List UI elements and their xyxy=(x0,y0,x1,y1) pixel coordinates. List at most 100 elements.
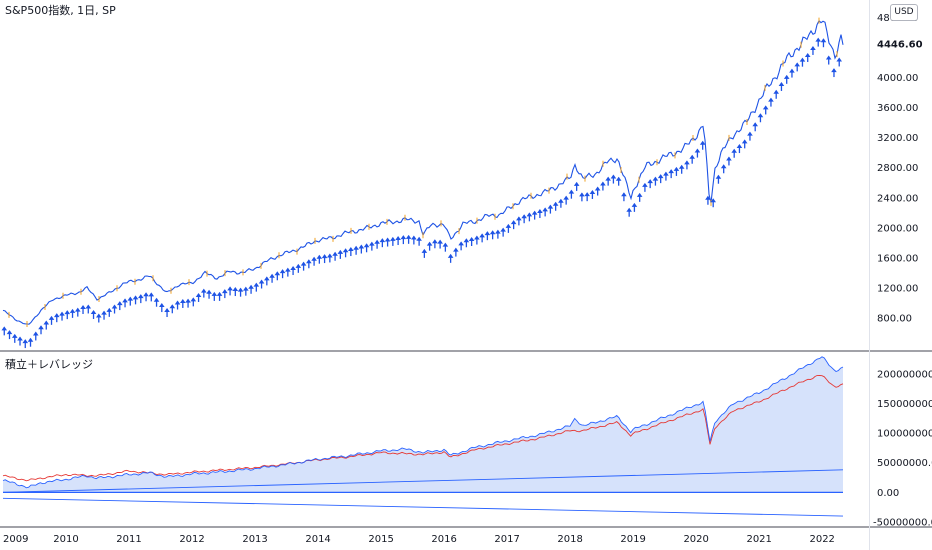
buy-marker[interactable] xyxy=(127,296,134,306)
buy-marker[interactable] xyxy=(474,235,480,245)
buy-marker[interactable] xyxy=(300,261,307,271)
buy-marker[interactable] xyxy=(831,68,837,78)
buy-marker[interactable] xyxy=(295,263,302,273)
buy-marker[interactable] xyxy=(673,166,680,176)
buy-marker[interactable] xyxy=(405,234,412,244)
buy-marker[interactable] xyxy=(500,227,506,237)
buy-marker[interactable] xyxy=(269,273,275,283)
buy-marker[interactable] xyxy=(38,325,44,335)
buy-marker[interactable] xyxy=(6,330,13,340)
buy-marker[interactable] xyxy=(74,307,81,317)
buy-marker[interactable] xyxy=(752,122,758,132)
currency-badge[interactable]: USD xyxy=(890,4,918,21)
buy-marker[interactable] xyxy=(237,287,244,297)
buy-marker[interactable] xyxy=(589,189,596,199)
buy-marker[interactable] xyxy=(547,204,554,214)
buy-marker[interactable] xyxy=(815,37,822,47)
buy-marker[interactable] xyxy=(164,308,170,318)
buy-marker[interactable] xyxy=(489,230,496,240)
buy-marker[interactable] xyxy=(505,223,512,233)
buy-marker[interactable] xyxy=(526,212,533,222)
buy-marker[interactable] xyxy=(825,55,832,65)
buy-marker[interactable] xyxy=(279,269,286,279)
buy-marker[interactable] xyxy=(348,247,354,257)
buy-marker[interactable] xyxy=(663,171,669,181)
buy-marker[interactable] xyxy=(411,235,417,245)
buy-marker[interactable] xyxy=(804,52,811,62)
buy-marker[interactable] xyxy=(195,292,202,302)
buy-marker[interactable] xyxy=(53,313,60,323)
buy-marker[interactable] xyxy=(642,182,648,192)
buy-marker[interactable] xyxy=(369,241,375,251)
indicator-title[interactable]: 積立＋レバレッジ xyxy=(5,357,93,371)
buy-marker[interactable] xyxy=(211,291,218,301)
buy-marker[interactable] xyxy=(353,245,359,255)
buy-marker[interactable] xyxy=(290,266,296,276)
buy-marker[interactable] xyxy=(306,259,312,269)
buy-marker[interactable] xyxy=(747,131,753,141)
buy-marker[interactable] xyxy=(363,243,370,253)
buy-marker[interactable] xyxy=(95,313,102,323)
buy-marker[interactable] xyxy=(59,311,65,321)
buy-marker[interactable] xyxy=(390,236,396,246)
buy-marker[interactable] xyxy=(458,241,464,251)
buy-marker[interactable] xyxy=(521,214,527,224)
buy-marker[interactable] xyxy=(552,201,559,211)
buy-marker[interactable] xyxy=(101,310,107,320)
buy-marker[interactable] xyxy=(468,237,475,247)
buy-marker[interactable] xyxy=(1,326,8,336)
buy-marker[interactable] xyxy=(69,308,76,318)
buy-marker[interactable] xyxy=(600,181,606,191)
buy-marker[interactable] xyxy=(80,304,86,314)
buy-marker[interactable] xyxy=(783,74,790,84)
buy-marker[interactable] xyxy=(757,113,764,123)
buy-marker[interactable] xyxy=(615,176,622,186)
buy-marker[interactable] xyxy=(132,295,139,305)
buy-marker[interactable] xyxy=(379,238,386,248)
buy-marker[interactable] xyxy=(106,307,113,317)
buy-marker[interactable] xyxy=(484,231,491,241)
buy-marker[interactable] xyxy=(820,38,827,48)
buy-marker[interactable] xyxy=(631,202,638,212)
buy-marker[interactable] xyxy=(678,164,685,174)
buy-marker[interactable] xyxy=(453,247,459,257)
buy-marker[interactable] xyxy=(426,241,433,251)
buy-marker[interactable] xyxy=(789,68,795,78)
buy-marker[interactable] xyxy=(668,169,674,179)
buy-marker[interactable] xyxy=(285,267,291,277)
buy-marker[interactable] xyxy=(463,238,470,248)
buy-marker[interactable] xyxy=(384,237,391,247)
buy-marker[interactable] xyxy=(432,239,438,249)
buy-marker[interactable] xyxy=(610,174,617,184)
buy-marker[interactable] xyxy=(90,309,97,319)
buy-marker[interactable] xyxy=(258,279,265,289)
buy-marker[interactable] xyxy=(516,216,522,226)
buy-marker[interactable] xyxy=(416,236,422,246)
buy-marker[interactable] xyxy=(22,339,29,349)
buy-marker[interactable] xyxy=(768,97,774,107)
buy-marker[interactable] xyxy=(64,310,71,320)
buy-marker[interactable] xyxy=(736,144,743,154)
buy-marker[interactable] xyxy=(731,148,737,158)
buy-marker[interactable] xyxy=(190,297,197,307)
buy-marker[interactable] xyxy=(647,179,653,189)
buy-marker[interactable] xyxy=(248,284,254,294)
buy-marker[interactable] xyxy=(158,303,165,313)
buy-marker[interactable] xyxy=(799,57,806,67)
buy-marker[interactable] xyxy=(116,301,123,311)
buy-marker[interactable] xyxy=(358,244,365,254)
buy-marker[interactable] xyxy=(137,294,144,304)
buy-marker[interactable] xyxy=(594,186,601,196)
buy-marker[interactable] xyxy=(337,249,344,259)
buy-marker[interactable] xyxy=(174,300,181,310)
buy-marker[interactable] xyxy=(568,189,575,199)
buy-marker[interactable] xyxy=(232,287,239,297)
buy-marker[interactable] xyxy=(794,62,801,72)
buy-marker[interactable] xyxy=(810,45,816,55)
buy-marker[interactable] xyxy=(122,298,128,308)
buy-marker[interactable] xyxy=(705,195,711,205)
buy-marker[interactable] xyxy=(332,251,338,261)
buy-marker[interactable] xyxy=(773,89,780,99)
buy-marker[interactable] xyxy=(185,298,191,308)
